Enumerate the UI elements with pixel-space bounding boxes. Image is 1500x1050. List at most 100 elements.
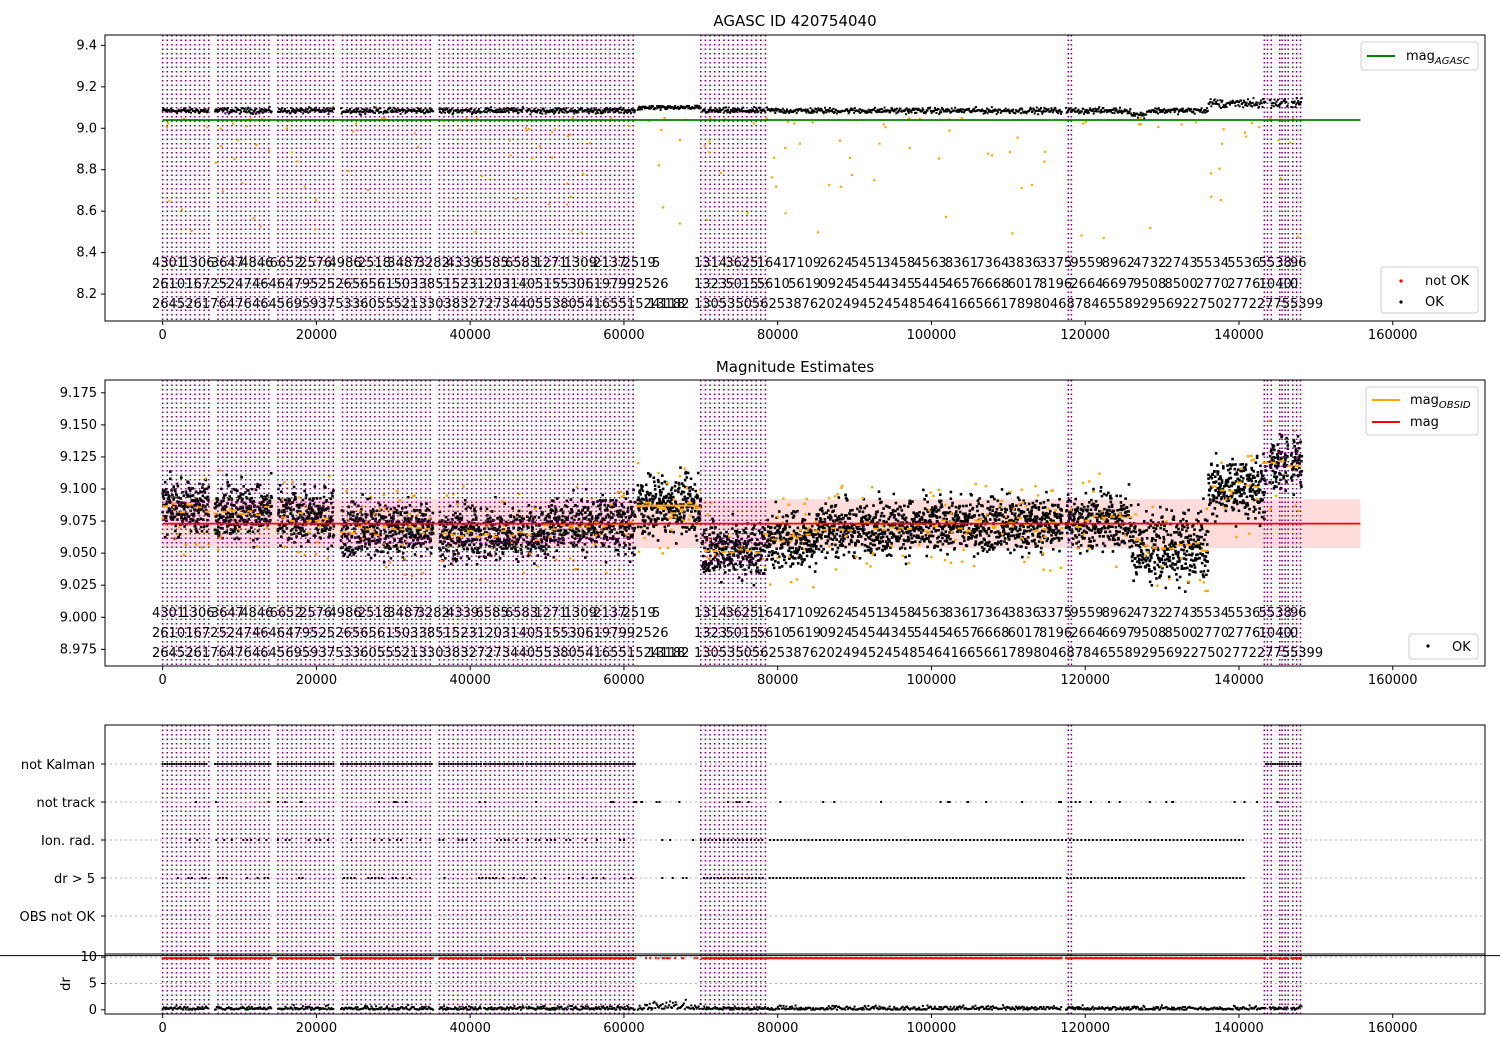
ok-point <box>378 503 382 507</box>
ok-point <box>805 554 809 558</box>
ok-point <box>299 110 302 113</box>
ok-point <box>479 507 483 510</box>
ok-point <box>950 107 953 110</box>
ok-point <box>171 512 175 516</box>
ok-point <box>707 564 711 568</box>
ok-point <box>283 108 286 111</box>
ok-point <box>279 110 282 113</box>
ok-point <box>474 516 478 520</box>
ok-point <box>607 108 610 111</box>
ok-point <box>246 530 250 534</box>
obsid-label: 5536 <box>1227 256 1260 271</box>
ok-point <box>589 108 592 111</box>
ok-point <box>417 532 420 535</box>
ok-point <box>469 526 473 530</box>
ok-point <box>1220 101 1223 104</box>
outlier-point <box>566 135 570 138</box>
ok-point <box>304 110 307 113</box>
ok-point <box>552 499 555 503</box>
ok-point <box>298 503 302 507</box>
ok-point <box>329 501 333 505</box>
ok-point <box>1188 107 1191 110</box>
ok-point <box>775 516 778 520</box>
ok-point <box>347 549 350 553</box>
ok-point <box>638 105 641 108</box>
ok-point <box>724 547 728 551</box>
ok-point <box>356 548 360 551</box>
obsid-label: 4051 <box>519 277 552 292</box>
ok-point <box>468 110 471 113</box>
ok-point <box>999 111 1002 114</box>
ok-point <box>307 111 310 114</box>
ok-point <box>1112 108 1115 111</box>
ok-point <box>306 517 309 521</box>
ok-point <box>179 512 182 516</box>
ok-point <box>632 108 635 111</box>
outlier-point <box>233 158 236 161</box>
ok-point <box>967 107 970 110</box>
ok-point <box>744 531 748 535</box>
ok-point <box>471 518 475 522</box>
ok-point <box>573 109 576 112</box>
obsid-label: 2775 <box>1257 297 1290 312</box>
ok-point <box>981 108 984 111</box>
ok-point <box>800 547 804 550</box>
ok-point <box>328 532 331 536</box>
ok-point <box>538 524 541 527</box>
ok-point <box>1117 111 1120 114</box>
ok-point <box>346 526 350 530</box>
ok-point <box>489 554 493 558</box>
ok-point <box>177 108 180 111</box>
ok-point <box>365 547 369 550</box>
ok-point <box>394 532 398 536</box>
ok-point <box>742 548 746 552</box>
ok-point <box>688 492 692 496</box>
ok-point <box>669 500 672 504</box>
ok-point <box>497 108 500 111</box>
ok-point <box>646 492 650 495</box>
ok-point <box>584 556 587 559</box>
outlier-point <box>816 231 820 234</box>
ok-point <box>364 512 367 516</box>
ok-point <box>751 562 754 566</box>
ok-point <box>306 110 309 113</box>
ok-point <box>720 553 724 557</box>
ok-point <box>1279 102 1282 105</box>
ok-point <box>387 535 390 538</box>
ok-point <box>449 562 453 566</box>
ok-point <box>853 111 856 114</box>
ok-point <box>382 112 385 115</box>
outlier-point <box>878 142 881 145</box>
ok-point <box>166 490 170 494</box>
chart-title: Magnitude Estimates <box>716 358 874 376</box>
ok-point <box>487 109 490 112</box>
ok-point <box>305 509 309 513</box>
ok-point <box>508 537 511 541</box>
outlier-point <box>784 146 787 150</box>
ok-point <box>788 557 791 560</box>
ok-point <box>715 108 718 111</box>
ok-point <box>1199 110 1202 113</box>
ok-point <box>757 552 761 556</box>
ok-point <box>206 495 210 499</box>
ok-point <box>202 525 206 529</box>
ok-point <box>908 108 911 111</box>
outlier-point <box>1102 236 1105 240</box>
ok-point <box>1224 104 1227 107</box>
obsid-label: 4524 <box>860 297 893 312</box>
ok-point <box>786 542 790 545</box>
ok-point <box>363 520 367 524</box>
ok-point <box>362 110 365 113</box>
ok-point <box>1168 109 1171 112</box>
ok-point <box>457 540 461 544</box>
obsid-label: 2776 <box>1227 277 1260 292</box>
ok-point <box>1105 111 1108 114</box>
ok-point <box>860 108 863 111</box>
legend-label: magAGASC <box>1406 49 1470 67</box>
ok-point <box>1174 109 1177 112</box>
obsid-label: 6253 <box>760 297 793 312</box>
ok-point <box>369 556 373 560</box>
ok-point <box>1127 112 1130 115</box>
ok-point <box>177 504 181 507</box>
ok-point <box>182 517 185 521</box>
